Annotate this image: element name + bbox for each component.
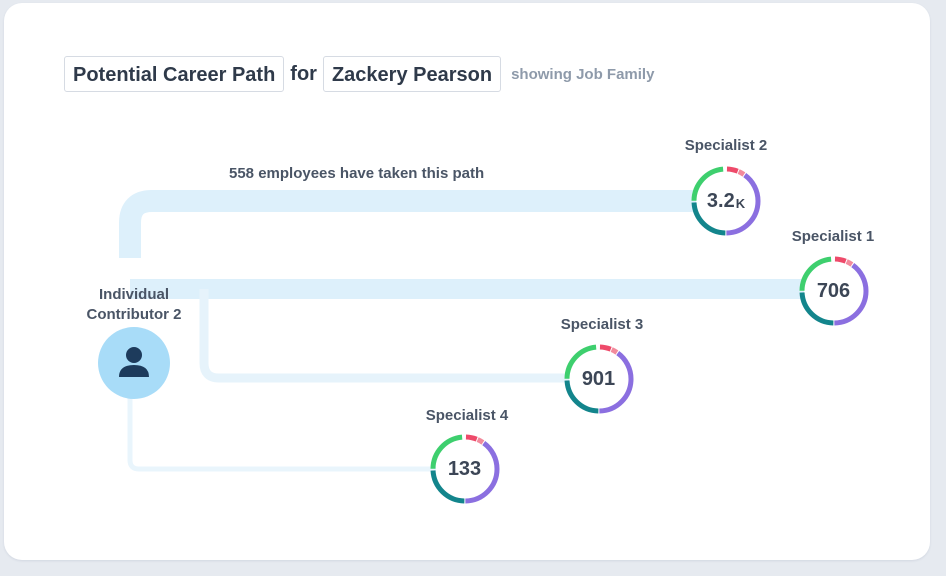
specialist-1-count: 706 bbox=[816, 279, 851, 302]
header: Potential Career Path for Zackery Pearso… bbox=[64, 55, 654, 93]
origin-role-label: Individual Contributor 2 bbox=[76, 285, 192, 325]
specialist-4-count: 133 bbox=[447, 457, 482, 480]
path-to-specialist-4 bbox=[127, 389, 436, 472]
origin-label-line2: Contributor 2 bbox=[86, 306, 182, 323]
distribution-ring bbox=[430, 434, 500, 504]
for-label: for bbox=[290, 62, 317, 85]
distribution-ring bbox=[799, 256, 869, 326]
career-path-card: Potential Career Path for Zackery Pearso… bbox=[4, 3, 930, 560]
person-icon bbox=[119, 347, 149, 377]
specialist-3-node[interactable]: 901 bbox=[562, 342, 636, 416]
specialist-2-label: Specialist 2 bbox=[684, 137, 768, 154]
specialist-4-label: Specialist 4 bbox=[425, 407, 509, 424]
path-caption: 558 employees have taken this path bbox=[229, 165, 485, 182]
specialist-2-node[interactable]: 3.2 K bbox=[689, 164, 763, 238]
specialist-2-count: 3.2 K bbox=[706, 189, 746, 212]
specialist-3-count: 901 bbox=[581, 367, 616, 390]
career-path-lines bbox=[119, 190, 804, 472]
career-path-title-chip[interactable]: Potential Career Path bbox=[64, 56, 285, 92]
view-mode-label: showing Job Family bbox=[511, 65, 655, 83]
specialist-4-node[interactable]: 133 bbox=[428, 432, 502, 506]
distribution-ring bbox=[564, 344, 634, 414]
specialist-1-label: Specialist 1 bbox=[791, 228, 875, 245]
specialist-1-node[interactable]: 706 bbox=[797, 254, 871, 328]
origin-label-line1: Individual bbox=[98, 286, 169, 303]
distribution-ring bbox=[691, 166, 761, 236]
path-to-specialist-2 bbox=[119, 190, 696, 258]
employee-name-chip[interactable]: Zackery Pearson bbox=[322, 56, 502, 92]
specialist-3-label: Specialist 3 bbox=[560, 316, 644, 333]
avatar[interactable] bbox=[98, 327, 170, 399]
path-to-specialist-3 bbox=[199, 289, 569, 383]
